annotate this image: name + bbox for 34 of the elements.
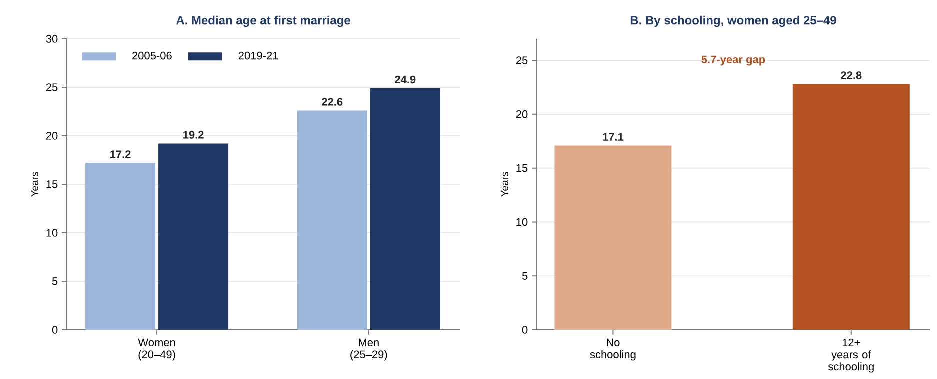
data-label: 22.6 — [322, 98, 343, 106]
legend-label: 2005-06 — [132, 52, 172, 60]
bar — [297, 110, 368, 330]
y-tick-label: 10 — [516, 218, 528, 226]
legend-label: 2019-21 — [238, 52, 278, 60]
y-tick-label: 15 — [516, 164, 528, 172]
data-label: 22.8 — [841, 72, 862, 80]
y-tick-label: 0 — [52, 326, 58, 334]
y-tick-label: 0 — [522, 326, 528, 334]
y-tick-label: 25 — [46, 84, 58, 92]
x-tick-label: No schooling — [590, 338, 636, 361]
chart-title: B. By schooling, women aged 25–49 — [630, 16, 836, 28]
bar — [370, 88, 440, 330]
y-axis-title: Years — [501, 172, 508, 197]
bar — [86, 163, 156, 330]
y-axis-title: Years — [31, 172, 38, 197]
x-tick-label: Women (20–49) — [138, 338, 176, 361]
y-tick-label: 30 — [46, 35, 58, 43]
data-label: 24.9 — [395, 76, 416, 84]
y-tick-label: 20 — [516, 110, 528, 118]
chart-title: A. Median age at first marriage — [176, 16, 350, 28]
y-tick-label: 10 — [46, 229, 58, 237]
annotation: 5.7-year gap — [702, 56, 766, 66]
y-tick-label: 25 — [516, 56, 528, 64]
x-tick-label: Men (25–29) — [350, 338, 388, 361]
data-label: 17.2 — [110, 150, 131, 158]
y-tick-label: 5 — [52, 278, 58, 286]
x-tick-label: 12+ years of schooling — [828, 338, 874, 373]
data-label: 17.1 — [603, 133, 624, 141]
bar — [158, 144, 229, 330]
y-tick-label: 5 — [522, 272, 528, 280]
y-tick-label: 15 — [46, 180, 58, 188]
data-label: 19.2 — [184, 131, 204, 139]
y-tick-label: 20 — [46, 132, 58, 140]
